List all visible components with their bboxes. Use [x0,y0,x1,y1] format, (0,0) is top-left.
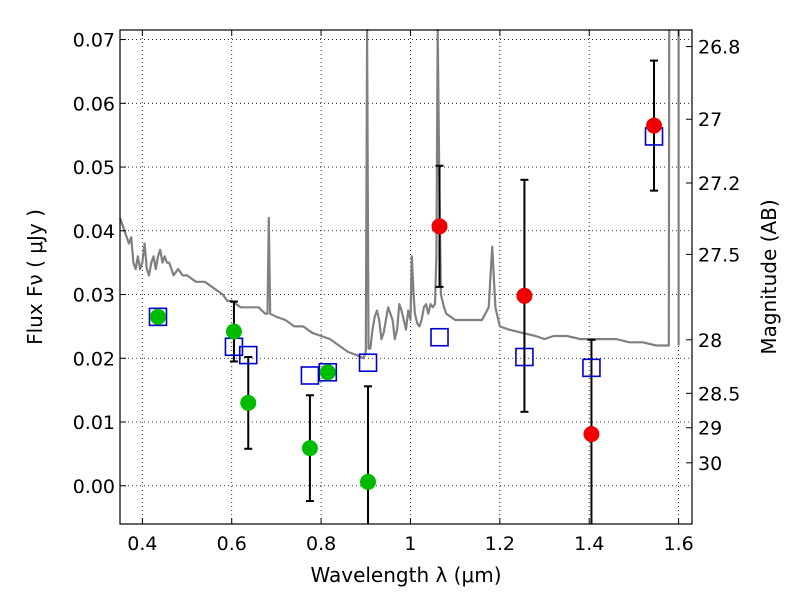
right-axis-title: Magnitude (AB) [757,199,781,354]
mag-tick-label: 27.2 [698,173,740,195]
model-photometry-square [582,358,601,378]
model-spectrum-layer [118,28,680,360]
x-tick-label: 1 [404,533,416,555]
x-tick-label: 1.2 [485,533,515,555]
x-tick-label: 0.8 [306,533,336,555]
y-tick-label: 0.05 [73,157,115,179]
y-tick-label: 0.01 [73,412,115,434]
model-photometry-square [148,307,168,327]
y-tick-label: 0.02 [73,348,115,370]
y-tick-label: 0.03 [73,285,115,307]
optical-flux-point [301,440,318,457]
mag-tick-label: 26.8 [698,37,740,59]
optical-flux-point [149,308,166,325]
model-photometry-square [300,366,320,385]
y-axis-title: Flux Fν ( μJy ) [23,209,47,345]
grid [120,30,692,524]
mag-tick-label: 28 [698,330,722,352]
model-photometry-square [318,362,338,382]
nir-flux-point [583,426,600,443]
nir-flux-point [516,287,533,304]
y-tick-label: 0.07 [73,30,115,52]
mag-tick-label: 28.5 [698,383,740,405]
model-photometry-square [358,353,378,373]
x-tick-label: 1.6 [663,533,693,555]
axis-ticks: 0.4 0.6 0.8 1 1.2 1.4 1.6 0.00 0.01 0.02 0.03 0.04 0… [73,30,741,555]
model-photometry-square [238,345,258,365]
x-axis-title: Wavelength λ (μm) [310,563,501,587]
y-tick-label: 0.06 [73,93,115,115]
x-tick-label: 0.4 [127,533,157,555]
mag-tick-label: 30 [698,453,722,475]
mag-tick-label: 27.5 [698,244,740,266]
model-spectrum-line [118,28,671,360]
optical-flux-point [360,473,377,490]
mag-tick-label: 27 [698,109,722,131]
observed-photometry-layer [149,117,663,490]
nir-flux-point [646,117,663,134]
model-photometry-square [515,347,534,367]
x-tick-label: 1.4 [574,533,604,555]
model-photometry-layer [148,127,664,385]
optical-flux-point [240,394,257,411]
optical-flux-point [319,364,336,381]
mag-tick-label: 29 [698,418,722,440]
y-tick-label: 0.04 [73,221,115,243]
nir-flux-point [431,218,448,235]
y-tick-label: 0.00 [73,476,115,498]
plot-frame [119,29,693,525]
model-photometry-square [430,327,449,347]
optical-flux-point [225,323,242,340]
x-tick-label: 0.6 [217,533,247,555]
errorbar-layer [229,59,659,524]
